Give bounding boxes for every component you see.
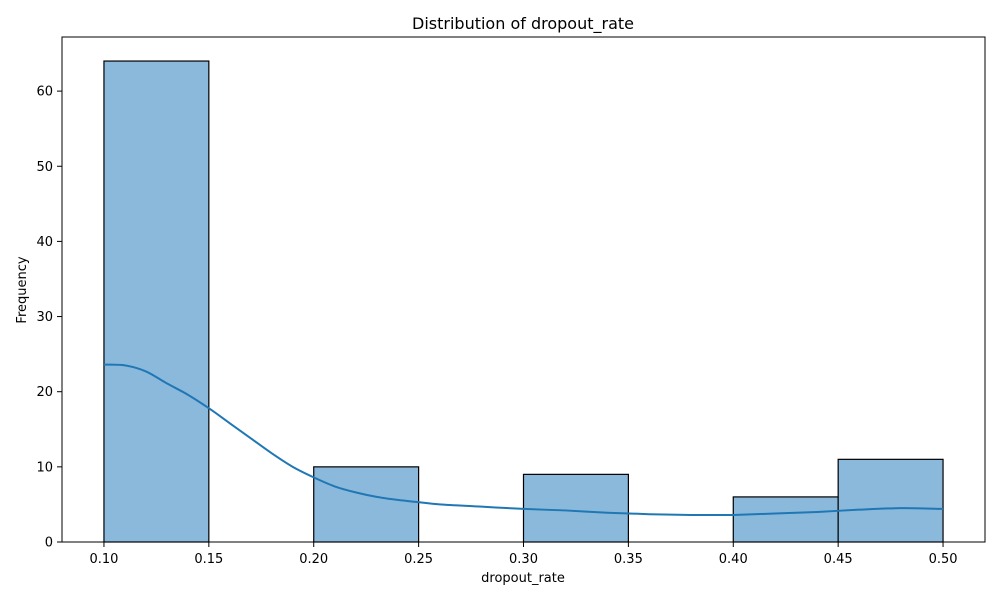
chart-title: Distribution of dropout_rate xyxy=(412,14,634,34)
y-tick-label: 20 xyxy=(36,385,53,400)
histogram-bar-2 xyxy=(313,466,420,543)
histogram-bar-4 xyxy=(522,473,629,543)
y-tick-label: 30 xyxy=(36,310,53,325)
y-axis-ticks: 0 10 20 30 40 50 60 xyxy=(36,85,62,551)
y-tick-label: 60 xyxy=(36,85,53,100)
x-tick-label: 0.20 xyxy=(299,552,328,567)
y-axis-label: Frequency xyxy=(15,256,30,323)
kde-line xyxy=(103,363,944,517)
x-tick-label: 0.25 xyxy=(404,552,433,567)
y-tick-label: 10 xyxy=(36,460,53,475)
x-tick-label: 0.50 xyxy=(929,552,958,567)
histogram-bar-0 xyxy=(103,60,210,543)
x-tick-label: 0.30 xyxy=(509,552,538,567)
histogram-bar-6 xyxy=(732,496,839,543)
x-tick-label: 0.15 xyxy=(194,552,223,567)
y-tick-label: 50 xyxy=(36,160,53,175)
histogram-bar-7 xyxy=(837,458,944,543)
x-tick-label: 0.45 xyxy=(824,552,853,567)
x-tick-label: 0.35 xyxy=(614,552,643,567)
x-axis-label: dropout_rate xyxy=(481,571,565,586)
bars-group xyxy=(103,60,944,543)
x-axis-ticks: 0.10 0.15 0.20 0.25 0.30 0.35 0.40 0.45 0.50 xyxy=(89,542,958,567)
y-tick-label: 40 xyxy=(36,235,53,250)
x-tick-label: 0.10 xyxy=(89,552,118,567)
y-tick-label: 0 xyxy=(45,536,53,551)
x-tick-label: 0.40 xyxy=(719,552,748,567)
